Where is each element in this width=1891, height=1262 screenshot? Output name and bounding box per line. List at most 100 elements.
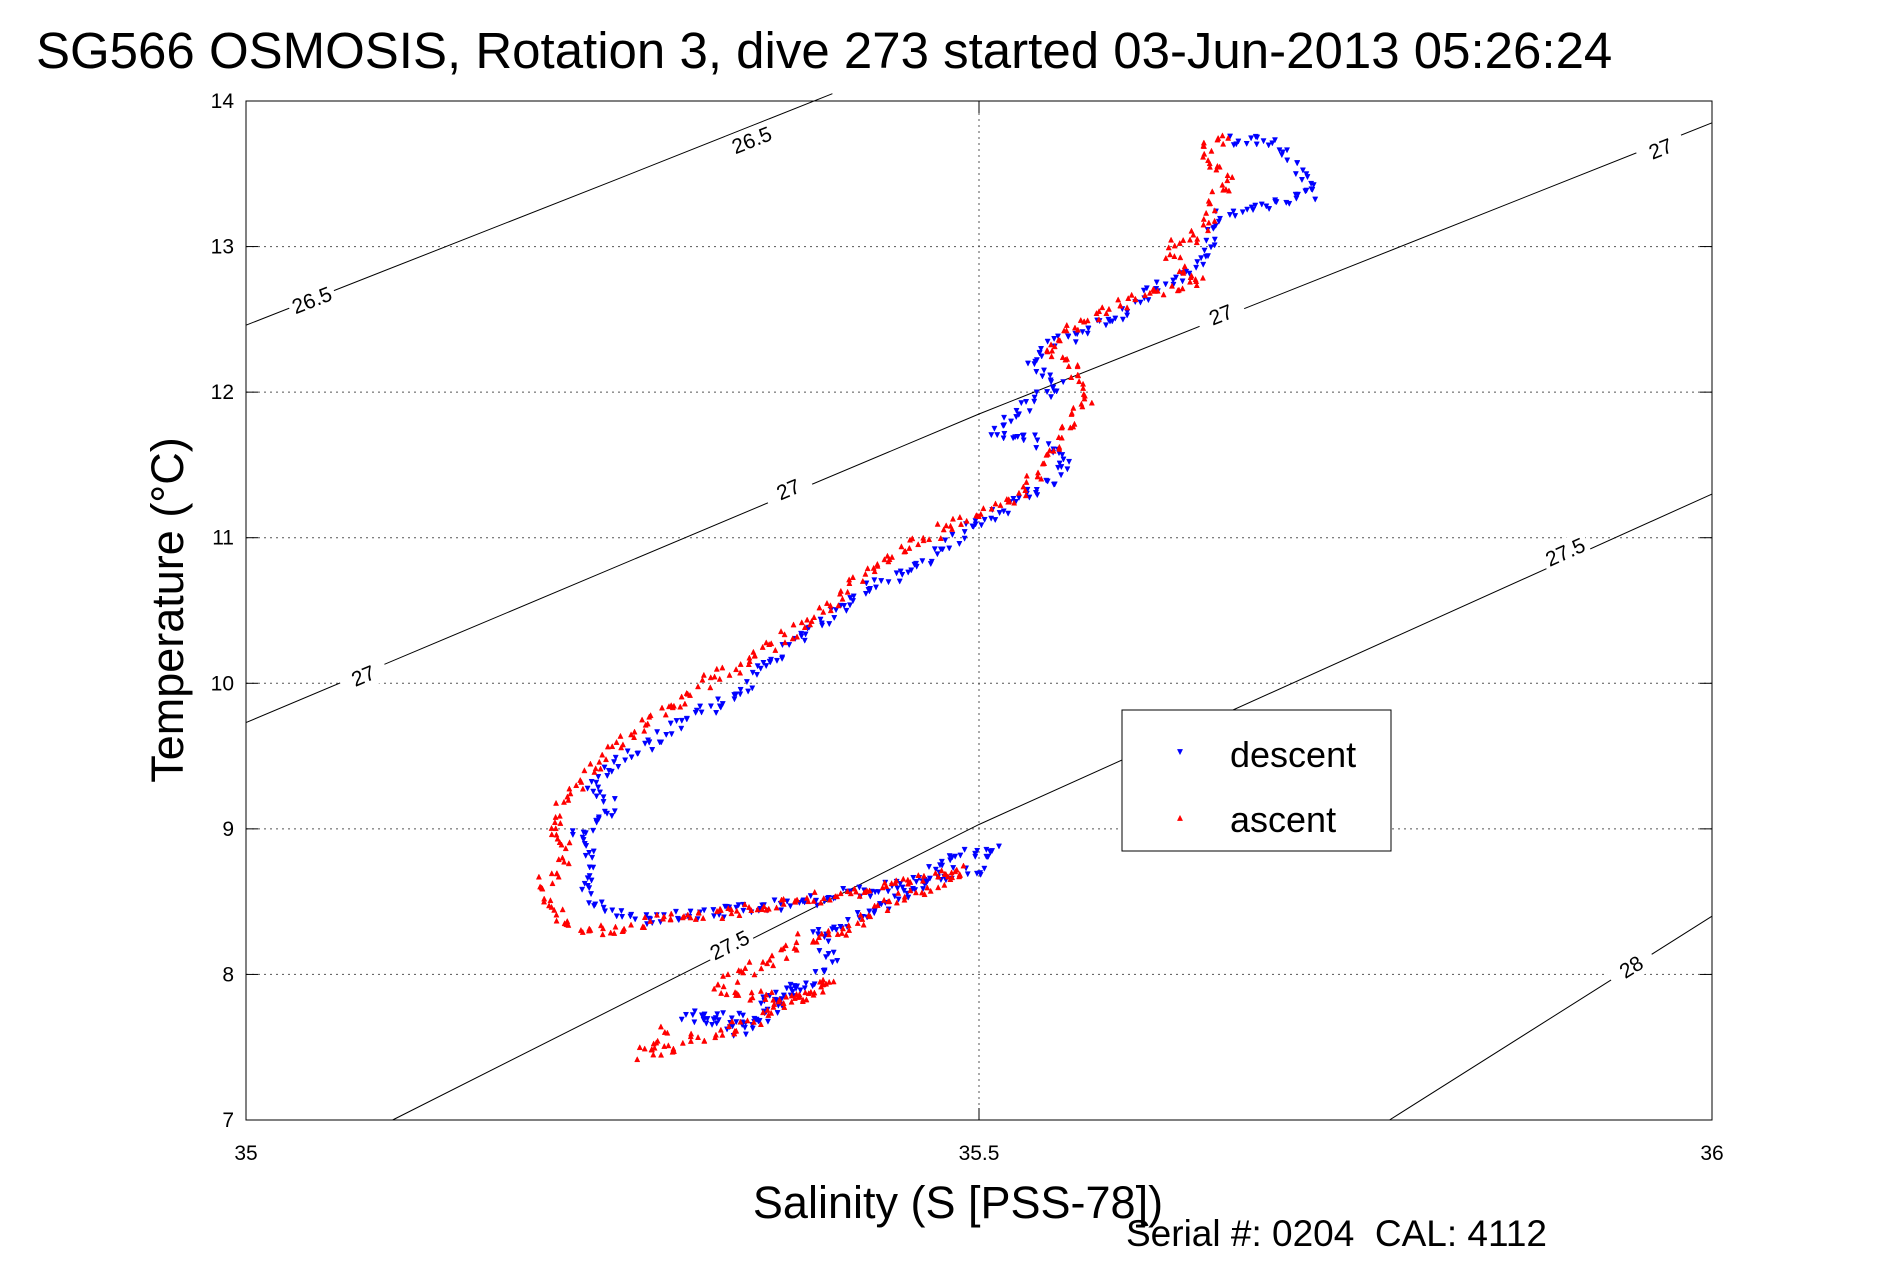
ascent-point <box>830 978 837 985</box>
ascent-point <box>553 911 560 918</box>
descent-point <box>956 541 963 548</box>
descent-point <box>1137 299 1144 306</box>
ascent-point <box>782 942 789 949</box>
ascent-point <box>711 985 718 992</box>
descent-point <box>613 913 620 920</box>
ascent-point <box>757 987 764 994</box>
descent-point <box>1278 152 1285 159</box>
ascent-point <box>553 870 560 877</box>
ascent-point <box>750 1018 757 1025</box>
serial-cal-footer: Serial #: 0204 CAL: 4112 <box>1126 1213 1547 1254</box>
descent-point <box>942 537 949 544</box>
ascent-point <box>662 711 669 718</box>
ascent-point <box>1105 305 1112 312</box>
ascent-point <box>823 980 830 987</box>
ascent-point <box>546 902 553 909</box>
ascent-point <box>884 907 891 914</box>
descent-point <box>1055 333 1062 340</box>
ascent-point <box>811 888 818 895</box>
ascent-point <box>810 991 817 998</box>
descent-point <box>593 779 600 786</box>
ascent-point <box>1022 492 1029 499</box>
ascent-point <box>866 887 873 894</box>
descent-point <box>1293 195 1300 202</box>
ascent-point <box>839 595 846 602</box>
descent-point <box>593 793 600 800</box>
ascent-point <box>597 765 604 772</box>
descent-point <box>597 789 604 796</box>
grid-lines <box>246 101 1712 1120</box>
contour-label-bg <box>284 279 340 322</box>
contour-label-bg <box>761 468 816 511</box>
ascent-point <box>915 871 922 878</box>
descent-point <box>780 992 787 999</box>
descent-point <box>1284 157 1291 164</box>
ascent-point <box>728 906 735 913</box>
ascent-point <box>977 510 984 517</box>
ascent-point <box>587 760 594 767</box>
descent-point <box>862 590 869 597</box>
contour-label: 27 <box>761 468 816 511</box>
descent-point <box>720 1010 727 1017</box>
descent-point <box>1207 244 1214 251</box>
descent-point <box>731 692 738 699</box>
descent-point <box>733 1019 740 1026</box>
descent-point <box>1000 423 1007 430</box>
ascent-point <box>612 923 619 930</box>
descent-point <box>947 857 954 864</box>
ascent-point <box>747 996 754 1003</box>
ascent-point <box>935 884 942 891</box>
ascent-point <box>1160 291 1167 298</box>
data-series <box>535 132 1319 1063</box>
descent-point <box>778 907 785 914</box>
descent-point <box>825 938 832 945</box>
ascent-point <box>559 854 566 861</box>
legend-descent-marker <box>1176 749 1184 756</box>
ascent-point <box>920 534 927 541</box>
descent-point <box>1232 213 1239 220</box>
ascent-point <box>826 978 833 985</box>
ascent-point <box>1224 172 1231 179</box>
descent-point <box>1170 277 1177 284</box>
descent-point <box>710 907 717 914</box>
descent-point <box>697 703 704 710</box>
ascent-point <box>1219 132 1226 139</box>
ascent-point <box>773 904 780 911</box>
ascent-point <box>535 873 542 880</box>
ascent-point <box>794 930 801 937</box>
ascent-point <box>1168 282 1175 289</box>
ascent-point <box>817 978 824 985</box>
descent-point <box>985 853 992 860</box>
descent-point <box>1179 278 1186 285</box>
descent-point <box>1244 206 1251 213</box>
descent-point <box>957 852 964 859</box>
ascent-point <box>639 716 646 723</box>
ascent-point <box>778 628 785 635</box>
ascent-point <box>760 1009 767 1016</box>
ascent-point <box>1146 289 1153 296</box>
descent-point <box>937 546 944 553</box>
descent-point <box>783 985 790 992</box>
descent-point <box>802 631 809 638</box>
ascent-point <box>788 992 795 999</box>
descent-point <box>1060 456 1067 463</box>
ascent-point <box>799 997 806 1004</box>
ascent-point <box>631 728 638 735</box>
descent-point <box>760 660 767 667</box>
descent-point <box>949 531 956 538</box>
ascent-point <box>788 998 795 1005</box>
descent-point <box>678 1016 685 1023</box>
ascent-point <box>634 1056 641 1063</box>
ascent-point <box>794 633 801 640</box>
ascent-point <box>599 931 606 938</box>
descent-point <box>926 864 933 871</box>
descent-point <box>1036 350 1043 357</box>
descent-point <box>899 571 906 578</box>
descent-point <box>899 884 906 891</box>
ascent-point <box>664 1029 671 1036</box>
ascent-point <box>565 860 572 867</box>
descent-point <box>972 853 979 860</box>
ascent-point <box>657 1023 664 1030</box>
ascent-point <box>900 875 907 882</box>
ascent-point <box>825 931 832 938</box>
